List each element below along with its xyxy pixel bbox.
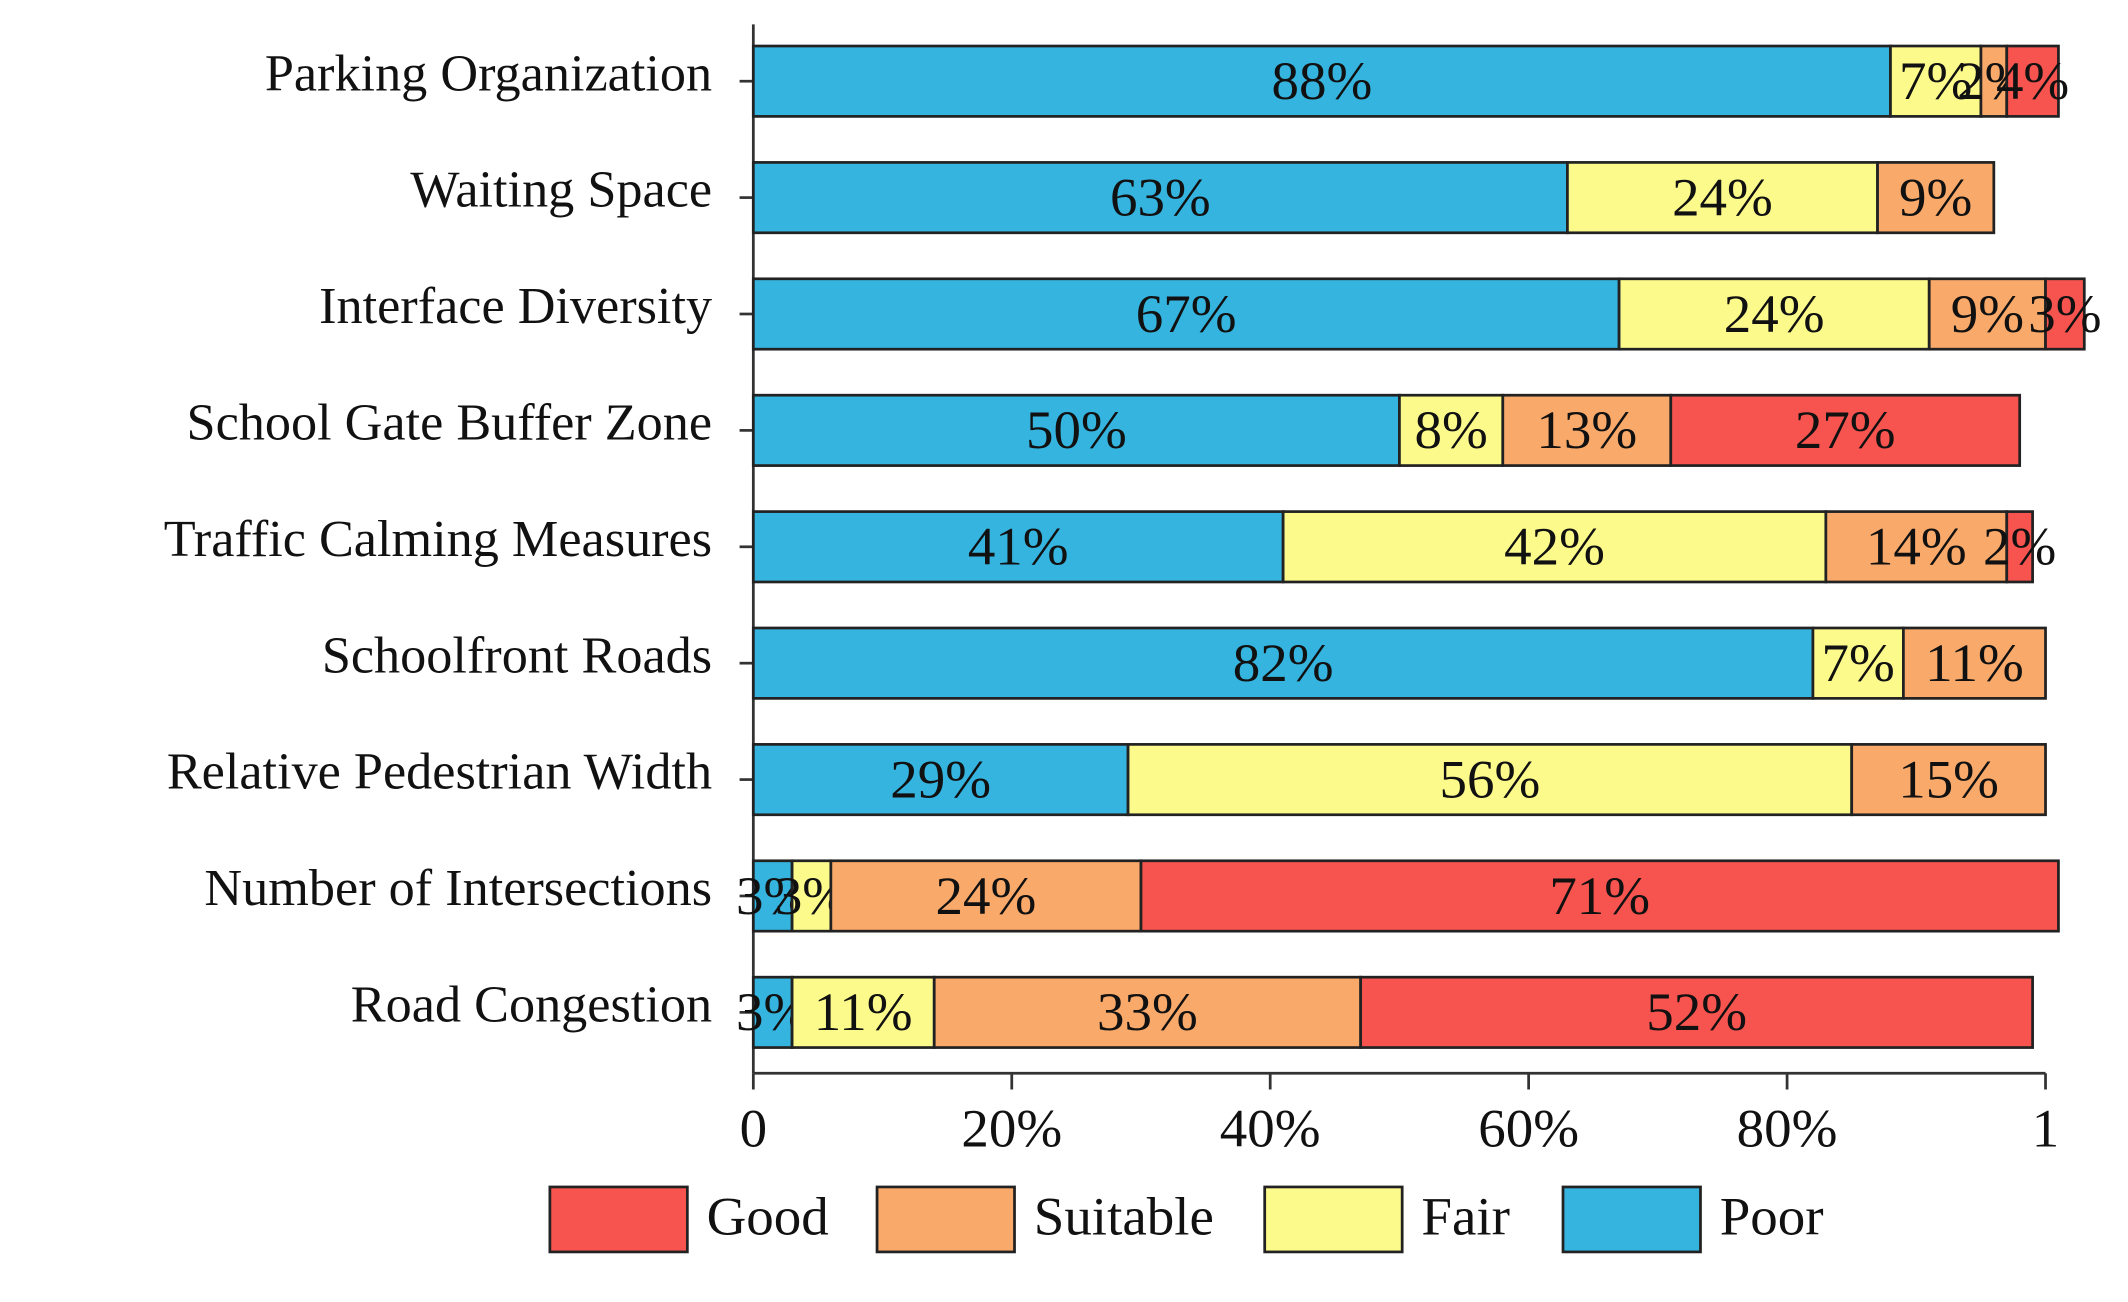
bar-segment (751, 393, 1401, 467)
data-label: 24% (936, 865, 1037, 926)
bar-segment (1359, 975, 2034, 1049)
bar-segment (751, 743, 1130, 817)
legend-swatch (875, 1185, 1016, 1254)
data-label: 88% (1272, 50, 1373, 111)
y-tick-label: Waiting Space (410, 162, 712, 219)
y-tick-label: Interface Diversity (319, 278, 712, 335)
legend-swatch (548, 1185, 689, 1254)
data-label: 7% (1899, 50, 1972, 111)
bar-segment (1876, 161, 1996, 235)
data-label: 24% (1724, 283, 1825, 344)
data-label: 63% (1110, 167, 1211, 228)
legend-label: Suitable (1034, 1186, 1214, 1247)
y-tick-label: Number of Intersections (204, 860, 712, 917)
data-label: 15% (1898, 749, 1999, 810)
data-label: 50% (1026, 400, 1127, 461)
x-tick-label: 1 (2032, 1098, 2059, 1159)
bar-segment (1398, 393, 1505, 467)
bar-segment (1850, 743, 2047, 817)
bar-segment (1927, 277, 2047, 351)
x-tick-label: 0 (740, 1098, 767, 1159)
data-label: 27% (1795, 400, 1896, 461)
bar-segment (932, 975, 1363, 1049)
data-label: 42% (1504, 516, 1605, 577)
data-label: 7% (1822, 632, 1895, 693)
data-label: 56% (1439, 749, 1540, 810)
y-tick-label: School Gate Buffer Zone (187, 395, 713, 452)
y-tick-label: Road Congestion (351, 977, 712, 1034)
legend-swatch (1561, 1185, 1702, 1254)
data-label: 2% (1983, 516, 2056, 577)
bar-segment (1126, 743, 1854, 817)
data-label: 9% (1899, 167, 1972, 228)
y-tick-label: Parking Organization (265, 46, 712, 103)
y-tick-label: Traffic Calming Measures (164, 511, 712, 568)
data-label: 41% (968, 516, 1069, 577)
y-tick-label: Schoolfront Roads (322, 628, 712, 685)
data-label: 14% (1866, 516, 1967, 577)
bar-segment (751, 161, 1569, 235)
bar-segment (751, 277, 1621, 351)
x-tick-label: 60% (1478, 1098, 1579, 1159)
bar-segment (1617, 277, 1931, 351)
x-tick-label: 80% (1737, 1098, 1838, 1159)
legend-swatch (1263, 1185, 1404, 1254)
data-label: 29% (890, 749, 991, 810)
data-label: 33% (1097, 982, 1198, 1043)
legend-label: Fair (1421, 1186, 1510, 1247)
data-label: 67% (1136, 283, 1237, 344)
data-label: 52% (1646, 982, 1747, 1043)
legend-label: Good (707, 1186, 829, 1247)
legend-label: Poor (1720, 1186, 1824, 1247)
bar-segment (2044, 277, 2086, 351)
bar-segment (1889, 44, 1983, 118)
bar-segment (1669, 393, 2022, 467)
data-label: 8% (1414, 400, 1487, 461)
data-label: 13% (1536, 400, 1637, 461)
bar-segment (1902, 626, 2047, 700)
data-label: 24% (1672, 167, 1773, 228)
data-label: 11% (1925, 632, 2024, 693)
data-label: 3% (2028, 283, 2101, 344)
data-label: 9% (1951, 283, 2024, 344)
bar-segment (2005, 44, 2060, 118)
bar-segment (751, 626, 1815, 700)
data-label: 4% (1996, 50, 2069, 111)
bar-segment (1566, 161, 1879, 235)
bar-segment (1811, 626, 1905, 700)
bar-segment (790, 975, 936, 1049)
data-label: 71% (1549, 865, 1650, 926)
data-label: 82% (1233, 632, 1334, 693)
x-tick-label: 20% (961, 1098, 1062, 1159)
bar-segment (2005, 510, 2034, 584)
bar-segment (1139, 859, 2060, 933)
data-label: 11% (814, 982, 913, 1043)
x-tick-label: 40% (1220, 1098, 1321, 1159)
y-tick-label: Relative Pedestrian Width (167, 744, 712, 801)
